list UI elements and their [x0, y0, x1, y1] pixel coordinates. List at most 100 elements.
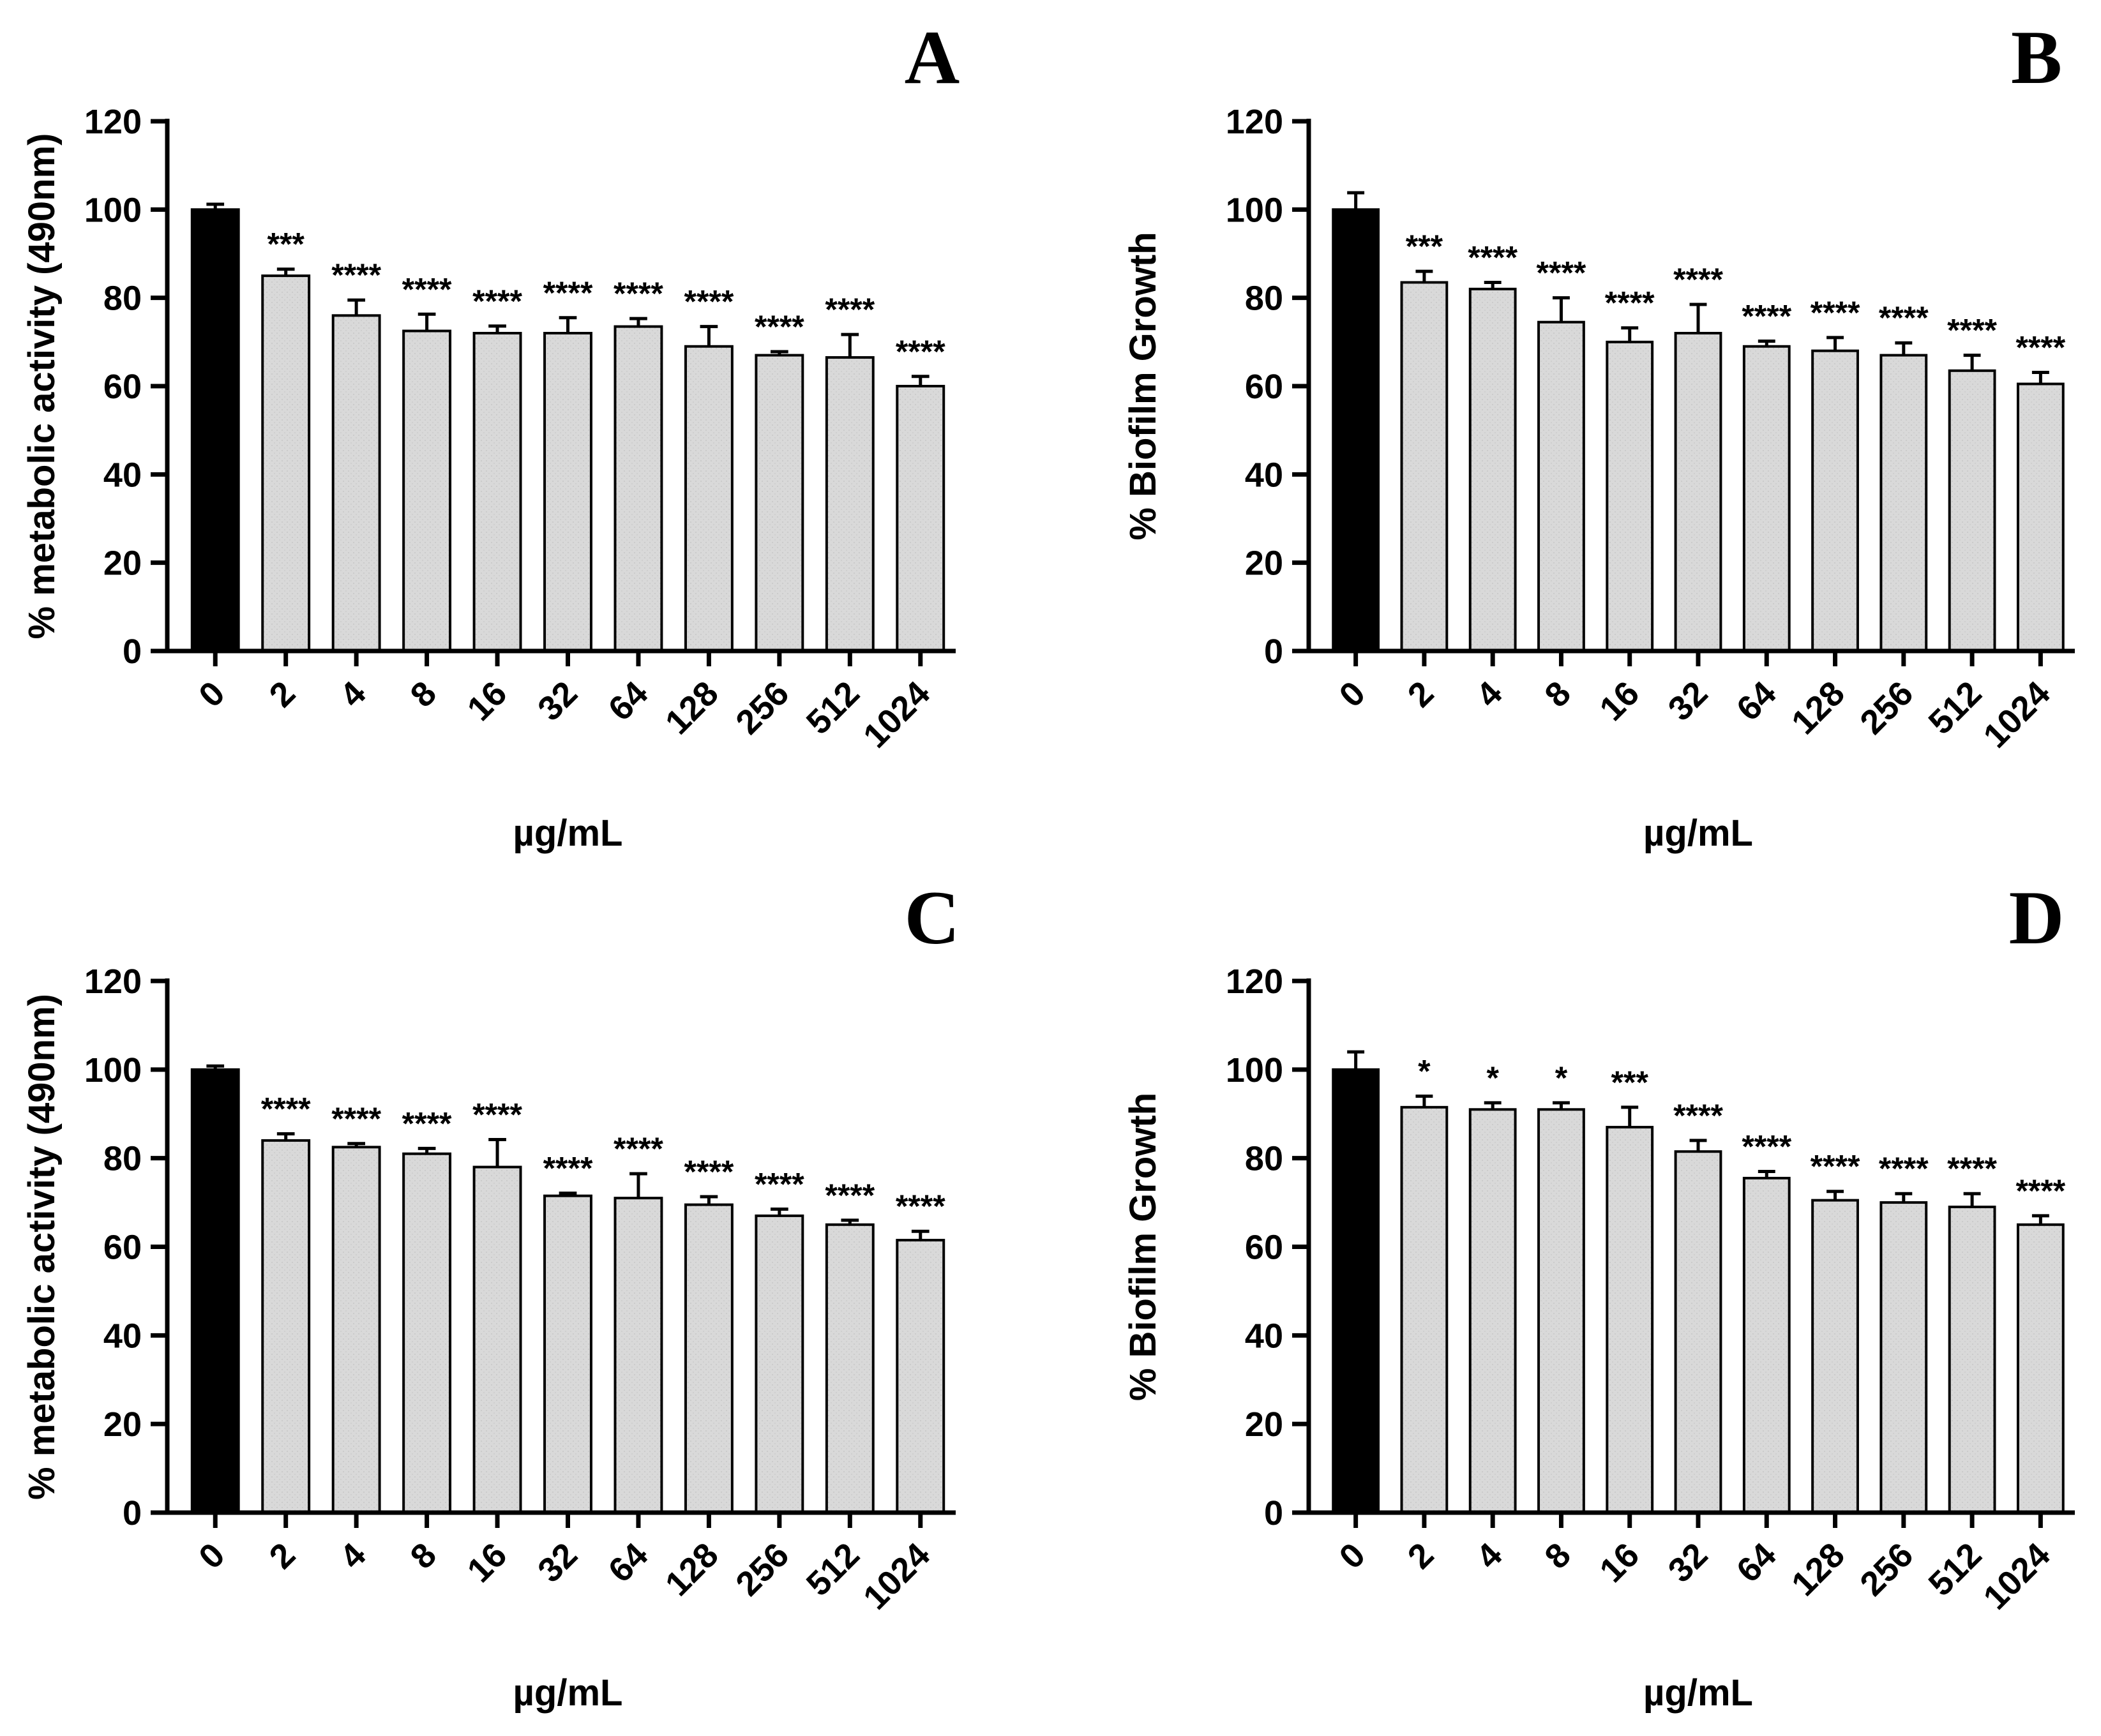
- y-tick-label: 120: [1226, 103, 1283, 141]
- y-tick-label: 20: [1245, 544, 1283, 583]
- y-tick-label: 100: [1226, 1051, 1283, 1089]
- bar: [1674, 332, 1722, 652]
- significance-label: *: [1418, 1053, 1431, 1089]
- bar: [1606, 340, 1654, 652]
- y-tick-label: 0: [1264, 632, 1283, 671]
- chart-panel-a: A******* **** **** **** **** ******** ********…: [21, 15, 960, 854]
- y-tick-label: 100: [84, 1051, 142, 1089]
- y-tick-label: 80: [1245, 1140, 1283, 1178]
- y-tick-label: 120: [84, 962, 142, 1001]
- x-axis-title: µg/mL: [513, 812, 623, 854]
- significance-label: ****: [1947, 1151, 1997, 1186]
- significance-label: ****: [755, 1166, 804, 1202]
- significance-label: ***: [1611, 1065, 1649, 1100]
- significance-label: ****: [402, 271, 452, 307]
- significance-label: *: [1486, 1060, 1499, 1096]
- y-tick-label: 0: [1264, 1494, 1283, 1532]
- x-tick-label: 64: [1729, 674, 1784, 728]
- bar: [2016, 382, 2065, 653]
- bar: [755, 354, 804, 652]
- significance-label: ****: [1468, 239, 1517, 275]
- x-tick-label: 64: [1729, 1536, 1784, 1590]
- bar: [896, 385, 945, 652]
- x-tick-label: 32: [1661, 674, 1715, 728]
- bar: [1332, 208, 1380, 653]
- bar: [684, 1203, 734, 1515]
- chart-panel-b: B*** **** **************** **** **** **** ****…: [1122, 15, 2075, 854]
- x-tick-label: 0: [192, 674, 232, 715]
- x-tick-label: 2: [1401, 674, 1442, 715]
- panel-letter: D: [2009, 875, 2065, 960]
- x-axis-title: µg/mL: [513, 1672, 623, 1714]
- x-tick-label: 512: [799, 674, 867, 742]
- y-tick-label: 20: [103, 544, 142, 583]
- significance-label: ****: [1742, 1128, 1791, 1164]
- bar: [472, 1165, 522, 1515]
- x-tick-label: 4: [333, 1536, 373, 1576]
- x-tick-label: 8: [403, 1536, 444, 1576]
- x-tick-label: 1024: [856, 674, 937, 755]
- significance-label: ****: [1673, 262, 1723, 297]
- y-tick-label: 120: [1226, 962, 1283, 1001]
- bar: [1468, 287, 1517, 653]
- bar: [755, 1214, 804, 1514]
- significance-label: ****: [684, 284, 734, 320]
- significance-label: ****: [472, 1097, 522, 1133]
- bar: [1742, 1176, 1791, 1514]
- x-tick-label: 8: [403, 674, 444, 715]
- significance-label: ****: [825, 1178, 875, 1213]
- y-tick-label: 80: [103, 280, 142, 318]
- y-tick-label: 20: [1245, 1405, 1283, 1444]
- x-tick-label: 0: [1332, 1536, 1373, 1576]
- x-tick-label: 32: [531, 1536, 585, 1590]
- significance-label: ***: [267, 227, 305, 262]
- significance-label: ****: [1879, 1151, 1929, 1186]
- y-tick-label: 40: [103, 456, 142, 494]
- x-tick-label: 2: [262, 674, 303, 715]
- x-tick-label: 32: [531, 674, 585, 728]
- significance-label: ****: [2015, 1173, 2065, 1209]
- bar: [1537, 320, 1585, 653]
- bar: [684, 345, 734, 652]
- x-tick-label: 8: [1537, 674, 1578, 715]
- bar: [825, 1223, 875, 1514]
- panel-letter: B: [2011, 15, 2062, 100]
- significance-label: *: [1555, 1060, 1568, 1096]
- significance-label: ****: [543, 1151, 593, 1186]
- bar: [614, 1197, 663, 1515]
- significance-label: ****: [2015, 330, 2065, 366]
- significance-label: ****: [825, 292, 875, 327]
- significance-label: ****: [331, 1101, 381, 1137]
- bar: [402, 329, 452, 653]
- bar: [614, 325, 663, 652]
- x-tick-label: 0: [1332, 674, 1373, 715]
- y-tick-label: 40: [1245, 456, 1283, 494]
- x-tick-label: 256: [1853, 1536, 1920, 1603]
- y-tick-label: 0: [123, 632, 142, 671]
- x-axis-title: µg/mL: [1643, 1672, 1753, 1714]
- significance-label: ****: [896, 334, 945, 370]
- significance-label: ****: [684, 1154, 734, 1190]
- significance-label: ***: [1406, 228, 1443, 264]
- y-tick-label: 100: [1226, 191, 1283, 229]
- y-axis-title: % Biofilm Growth: [1122, 1093, 1164, 1401]
- y-tick-label: 40: [1245, 1317, 1283, 1355]
- x-tick-label: 32: [1661, 1536, 1715, 1590]
- y-tick-label: 0: [123, 1494, 142, 1532]
- x-tick-label: 2: [262, 1536, 303, 1576]
- panel-letter: C: [905, 875, 960, 960]
- bar: [190, 208, 240, 653]
- bar: [1332, 1068, 1380, 1515]
- bar: [896, 1239, 945, 1515]
- significance-label: ****: [614, 1131, 663, 1167]
- bar: [331, 314, 381, 653]
- x-tick-label: 256: [1853, 674, 1920, 742]
- x-axis-title: µg/mL: [1643, 812, 1753, 854]
- x-tick-label: 1024: [1976, 674, 2057, 755]
- significance-label: ****: [1673, 1098, 1723, 1134]
- x-tick-label: 64: [601, 1536, 656, 1590]
- x-tick-label: 4: [1469, 1536, 1510, 1576]
- y-tick-label: 120: [84, 103, 142, 141]
- x-tick-label: 128: [658, 1536, 726, 1603]
